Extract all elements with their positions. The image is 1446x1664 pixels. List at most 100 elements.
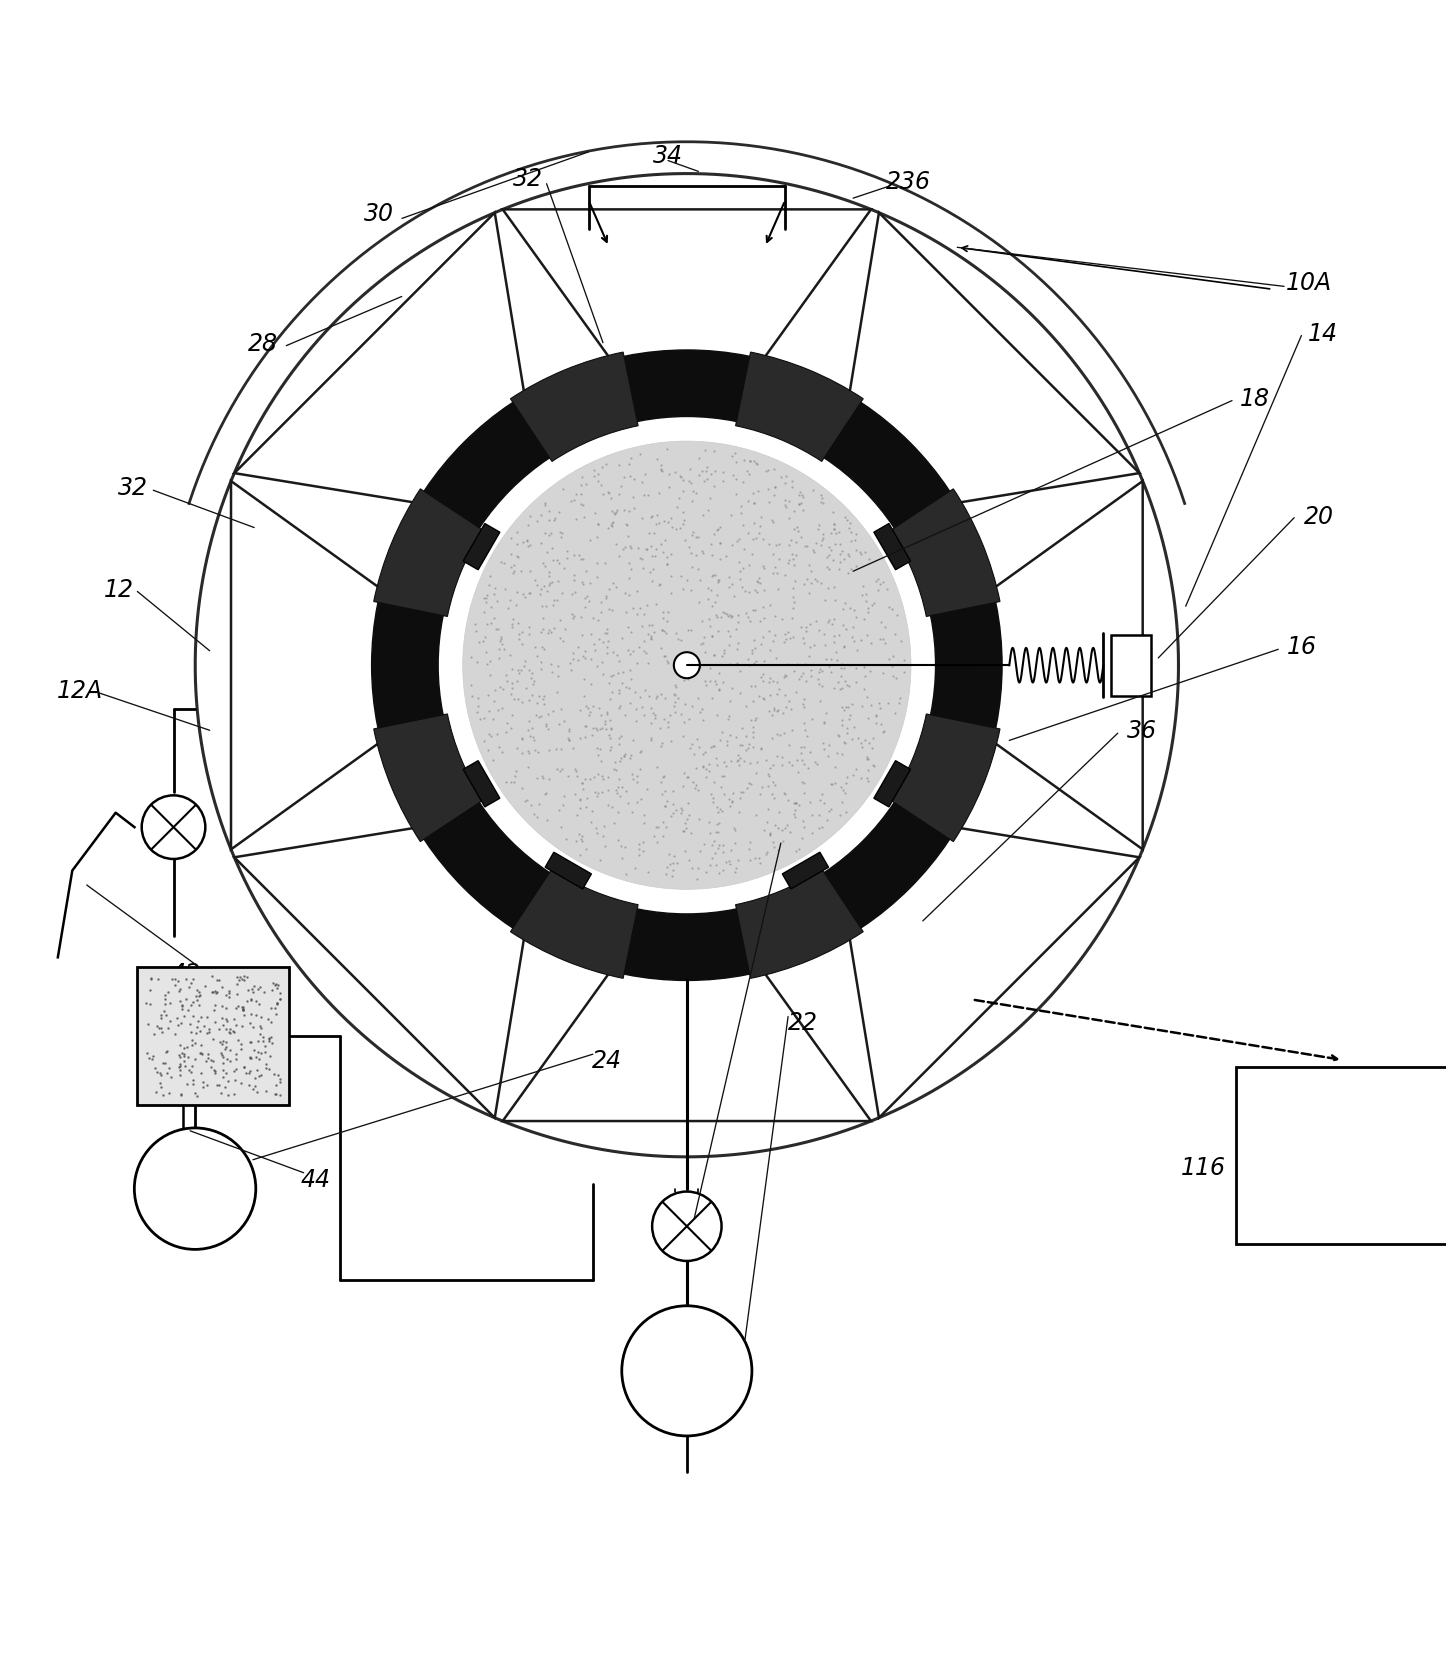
Point xyxy=(820,521,843,547)
Point xyxy=(565,764,589,790)
Polygon shape xyxy=(849,213,1139,504)
Text: 16: 16 xyxy=(1287,636,1316,659)
Point xyxy=(844,554,868,581)
Point xyxy=(147,1015,171,1042)
Point xyxy=(829,541,852,567)
Point xyxy=(755,458,778,484)
Point xyxy=(719,689,742,716)
Point xyxy=(630,614,654,641)
Point xyxy=(642,701,665,727)
Point xyxy=(808,687,831,714)
Point xyxy=(870,569,894,596)
Point xyxy=(477,572,500,599)
Point xyxy=(698,852,722,879)
Point xyxy=(768,531,791,557)
Wedge shape xyxy=(510,353,638,463)
Point xyxy=(606,661,629,687)
Point xyxy=(620,799,643,825)
Point xyxy=(687,777,710,804)
Point xyxy=(623,679,646,706)
Point xyxy=(681,730,704,757)
Point xyxy=(820,612,843,639)
Point xyxy=(736,775,759,802)
Point xyxy=(649,458,672,484)
Point xyxy=(613,498,636,524)
Point xyxy=(703,474,726,501)
Point xyxy=(811,521,834,547)
Point xyxy=(701,594,724,621)
Point xyxy=(613,579,636,606)
Point xyxy=(649,636,672,662)
Point xyxy=(500,657,523,684)
Point xyxy=(823,516,846,542)
Point xyxy=(590,702,613,729)
Point xyxy=(701,785,724,812)
Point xyxy=(729,779,752,805)
Point xyxy=(759,592,782,619)
Point xyxy=(211,975,234,1002)
Point xyxy=(150,1002,174,1028)
Point xyxy=(616,637,639,664)
Point xyxy=(547,652,570,679)
Point xyxy=(791,691,814,717)
Point xyxy=(159,990,182,1017)
Point xyxy=(706,812,729,839)
Point xyxy=(811,672,834,699)
Point xyxy=(175,1033,198,1060)
Point xyxy=(661,779,684,805)
Point xyxy=(521,682,544,709)
Point xyxy=(253,1038,276,1065)
Point xyxy=(766,815,790,842)
Point xyxy=(656,709,680,735)
Point xyxy=(554,617,577,644)
Point xyxy=(681,855,704,882)
Point xyxy=(560,602,583,629)
Point xyxy=(843,527,866,554)
Point xyxy=(868,691,891,717)
Point xyxy=(651,539,674,566)
Point xyxy=(850,730,873,757)
Point xyxy=(656,714,680,740)
Point xyxy=(784,790,807,817)
Point xyxy=(460,672,483,699)
Point xyxy=(735,737,758,764)
Point xyxy=(766,799,790,825)
Point xyxy=(830,789,853,815)
Point xyxy=(654,779,677,805)
Point xyxy=(798,789,821,815)
Point xyxy=(733,747,756,774)
Point xyxy=(476,737,499,764)
Point xyxy=(813,632,836,659)
Point xyxy=(810,659,833,686)
Point xyxy=(658,474,681,501)
Point xyxy=(781,541,804,567)
Point xyxy=(736,646,759,672)
Point xyxy=(573,682,596,709)
Point xyxy=(607,681,630,707)
Point xyxy=(639,626,662,652)
Point xyxy=(711,599,735,626)
Point xyxy=(697,809,720,835)
Point xyxy=(759,755,782,782)
Point xyxy=(680,488,703,514)
Point xyxy=(830,740,853,767)
Point xyxy=(477,721,500,747)
Point xyxy=(528,792,551,819)
Wedge shape xyxy=(891,489,1001,617)
Point xyxy=(775,494,798,521)
Point xyxy=(493,577,516,604)
Point xyxy=(808,656,831,682)
Point xyxy=(824,770,847,797)
Point xyxy=(207,1072,230,1098)
Point xyxy=(136,1010,159,1037)
Point xyxy=(873,631,897,657)
Point xyxy=(211,993,234,1020)
Point xyxy=(664,682,687,709)
Point xyxy=(691,541,714,567)
Point xyxy=(782,596,805,622)
Point xyxy=(574,586,597,612)
Point xyxy=(181,967,204,993)
Point xyxy=(510,726,534,752)
Point xyxy=(678,641,701,667)
Point xyxy=(726,847,749,874)
